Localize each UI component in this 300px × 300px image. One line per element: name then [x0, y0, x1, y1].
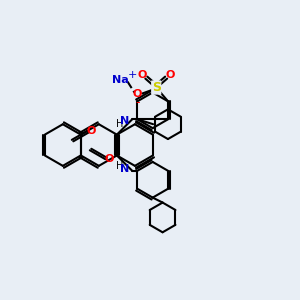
- Text: S: S: [152, 81, 161, 94]
- Text: O: O: [105, 154, 114, 164]
- Text: H: H: [116, 119, 123, 129]
- Text: O: O: [86, 126, 96, 136]
- Text: -: -: [135, 96, 140, 109]
- Text: O: O: [165, 70, 175, 80]
- Text: +: +: [128, 70, 137, 80]
- Text: O: O: [133, 89, 142, 100]
- Text: O: O: [138, 70, 147, 80]
- Text: N: N: [120, 164, 129, 174]
- Text: H: H: [116, 161, 123, 171]
- Text: Na: Na: [112, 75, 129, 85]
- Text: N: N: [120, 116, 129, 126]
